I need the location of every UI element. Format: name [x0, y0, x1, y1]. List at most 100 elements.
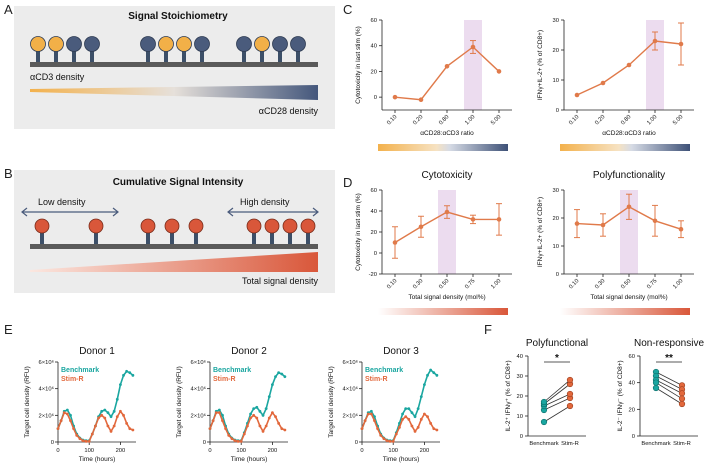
data-point-stim-r: [432, 427, 436, 431]
data-point: [470, 44, 476, 50]
data-point: [392, 94, 398, 100]
data-point-stim-r: [385, 439, 389, 443]
data-point-benchmark: [258, 409, 262, 413]
data-point-stim-r: [373, 419, 376, 423]
data-point-benchmark: [131, 373, 135, 377]
pair-line: [655, 382, 683, 400]
data-point-stim-r: [78, 437, 82, 441]
x-axis-title: Total signal density (mol%): [408, 294, 485, 301]
data-point-stim-r: [81, 439, 85, 443]
x-tick-label: 0.20: [412, 114, 424, 126]
x-tick-label: 1.00: [464, 114, 476, 126]
signal-receptor: [34, 218, 50, 234]
data-point-stim-r: [109, 429, 113, 433]
y-tick-label: 60: [629, 354, 635, 360]
data-point-stim-r: [239, 439, 243, 443]
data-point-benchmark: [255, 405, 259, 409]
cd3-receptor: [158, 36, 174, 52]
panel-b-low-label: Low density: [38, 197, 86, 207]
data-point-stim-r: [404, 415, 408, 419]
x-tick-label: 0.10: [386, 278, 398, 290]
chart-C-right: 0 10 20 30 0.10 0.20 0.80 1.00 5.00 αCD28:αCD3 ra…: [537, 18, 694, 137]
panel-letter-b: B: [4, 166, 13, 181]
chart-E-donor1: 0 2×10⁶ 4×10⁶ 6×10⁶ 0 100 200 Benchmark Stim-R Do…: [24, 346, 136, 463]
data-point-stim-r: [255, 416, 259, 420]
data-point: [574, 92, 580, 98]
cd28-receptor: [194, 36, 210, 52]
chart-F-right: 0 20 40 60 ** Benchmark Stim-R Non-responsive IL…: [617, 338, 704, 447]
y-tick-label: 40: [371, 44, 377, 50]
signal-receptor: [282, 218, 298, 234]
x-tick-label: 0.80: [620, 114, 632, 126]
data-point-benchmark: [261, 413, 265, 417]
chart-title: Polyfunctionality: [593, 170, 665, 181]
panel-a-cd28-label: αCD28 density: [259, 106, 319, 116]
pair-line: [655, 387, 683, 405]
y-axis-title: IFNγ+IL-2+ (% of CD8+): [537, 30, 544, 100]
x-tick-label: 0.50: [620, 278, 632, 290]
data-point-stim-r: [214, 411, 218, 415]
y-tick-label: 20: [371, 230, 377, 236]
chart-title: Donor 2: [231, 346, 267, 357]
x-tick-label: 0.10: [568, 114, 580, 126]
data-point-stim-r: [56, 427, 60, 431]
data-point-benchmark: [369, 409, 373, 413]
y-tick-label: 20: [629, 407, 635, 413]
y-tick-label: 0: [556, 272, 559, 278]
benchmark-point: [540, 418, 548, 426]
receptor-stalk: [164, 49, 168, 63]
stim-r-point: [678, 400, 686, 408]
x-tick-label: 5.00: [672, 114, 684, 126]
receptor-stalk: [54, 49, 58, 63]
data-point-stim-r: [258, 424, 262, 428]
data-point: [652, 38, 658, 44]
data-point-stim-r: [277, 421, 281, 425]
data-point-stim-r: [122, 413, 125, 417]
x-tick-label: Stim-R: [561, 441, 579, 447]
y-tick-label: 10: [517, 414, 523, 420]
data-point-stim-r: [69, 419, 72, 423]
data-point-stim-r: [360, 427, 364, 431]
data-point: [496, 69, 502, 74]
data-point: [626, 204, 632, 210]
data-point-stim-r: [429, 421, 433, 425]
receptor-stalk: [278, 49, 282, 63]
y-axis-title: Cytotoxicity in last stim (%): [355, 193, 362, 271]
chart-D-left: -20 0 20 40 60 0.10 0.30 0.50 0.75 1.00 Total sign…: [355, 170, 512, 301]
x-axis-title: Time (hours): [383, 456, 420, 463]
data-point-benchmark: [404, 407, 408, 411]
highlight-band: [620, 190, 638, 274]
receptor-stalk: [200, 49, 204, 63]
data-point-stim-r: [391, 439, 395, 443]
chart-C-left: 0 20 40 60 0.10 0.20 0.80 1.00 5.00 αCD28:αCD3 ra…: [355, 18, 512, 137]
data-point-benchmark: [128, 371, 132, 375]
data-point-stim-r: [100, 413, 104, 417]
x-tick-label: 0.75: [646, 278, 658, 290]
y-tick-label: 0: [355, 440, 358, 446]
y-tick-label: 4×10⁶: [39, 386, 55, 393]
x-tick-label: Stim-R: [673, 441, 691, 447]
data-point-stim-r: [271, 411, 274, 415]
data-point-stim-r: [221, 419, 224, 423]
cd3-receptor: [48, 36, 64, 52]
y-tick-label: 0: [51, 440, 54, 446]
y-tick-label: 30: [553, 18, 559, 24]
benchmark-point: [652, 384, 660, 392]
data-point-stim-r: [128, 427, 132, 431]
x-tick-label: 0: [360, 448, 363, 454]
data-point-stim-r: [249, 416, 252, 420]
data-point-stim-r: [382, 437, 386, 441]
pair-line: [543, 397, 571, 411]
pair-line: [543, 383, 571, 405]
panel-a-receptors: [30, 36, 306, 63]
data-point-stim-r: [416, 425, 420, 429]
y-tick-label: 40: [371, 209, 377, 215]
data-point: [600, 80, 606, 86]
panel-a-cd3-label: αCD3 density: [30, 72, 85, 82]
data-point: [418, 224, 424, 230]
data-point-benchmark: [109, 415, 113, 419]
panel-b-membrane: [30, 244, 318, 249]
panel-b-receptors: [34, 218, 316, 245]
data-point-stim-r: [242, 432, 246, 436]
data-point-stim-r: [106, 424, 110, 428]
